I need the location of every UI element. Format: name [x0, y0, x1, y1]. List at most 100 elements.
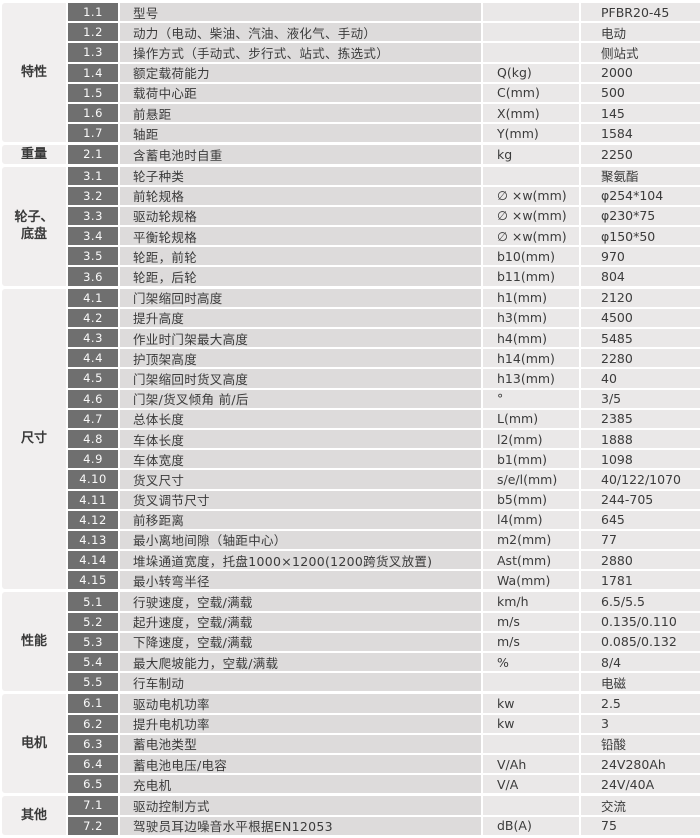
section-rows: 7.1 驱动控制方式 交流 7.2 驾驶员耳边噪音水平根据EN12053 dB(… [68, 796, 700, 835]
row-number-badge: 5.3 [68, 632, 118, 651]
spec-row: 4.7 总体长度 L(mm) 2385 [68, 409, 700, 428]
spec-row: 4.5 门架缩回时货叉高度 h13(mm) 40 [68, 369, 700, 388]
spec-row: 1.6 前悬距 X(mm) 145 [68, 103, 700, 123]
row-unit: Q(kg) [483, 63, 579, 82]
row-label: 轮距，后轮 [120, 267, 481, 286]
spec-row: 5.4 最大爬坡能力，空载/满载 % 8/4 [68, 653, 700, 672]
row-label: 前轮规格 [120, 186, 481, 205]
row-value: 40 [581, 369, 700, 388]
row-value: 6.5/5.5 [581, 592, 700, 611]
row-label: 最大爬坡能力，空载/满载 [120, 653, 481, 672]
spec-row: 4.6 门架/货叉倾角 前/后 ° 3/5 [68, 389, 700, 408]
row-value: 电磁 [581, 673, 700, 692]
row-unit [483, 23, 579, 42]
row-value: 804 [581, 267, 700, 286]
row-label: 车体长度 [120, 429, 481, 449]
row-value: φ230*75 [581, 206, 700, 226]
row-number-badge: 4.4 [68, 349, 118, 368]
row-unit: kg [483, 145, 579, 164]
row-unit: m2(mm) [483, 530, 579, 550]
row-value: 24V280Ah [581, 754, 700, 774]
row-unit: s/e/l(mm) [483, 470, 579, 489]
row-label: 提升电机功率 [120, 714, 481, 733]
row-unit: dB(A) [483, 816, 579, 835]
row-label: 轮子种类 [120, 166, 481, 185]
spec-row: 4.14 堆垛通道宽度，托盘1000×1200(1200跨货叉放置) Ast(m… [68, 551, 700, 570]
row-unit [483, 3, 579, 22]
row-label: 门架缩回时货叉高度 [120, 369, 481, 388]
row-label: 驱动电机功率 [120, 694, 481, 713]
spec-section: 性能 5.1 行驶速度，空载/满载 km/h 6.5/5.5 5.2 起升速度，… [2, 592, 700, 692]
row-value: φ150*50 [581, 227, 700, 246]
row-label: 蓄电池类型 [120, 734, 481, 753]
row-unit: ∅ ×w(mm) [483, 186, 579, 205]
row-number-badge: 1.3 [68, 43, 118, 62]
row-value: 0.085/0.132 [581, 632, 700, 651]
row-unit: X(mm) [483, 103, 579, 123]
row-number-badge: 3.1 [68, 166, 118, 185]
row-number-badge: 4.3 [68, 329, 118, 348]
row-number-badge: 4.13 [68, 530, 118, 550]
row-unit: km/h [483, 592, 579, 611]
spec-row: 3.3 驱动轮规格 ∅ ×w(mm) φ230*75 [68, 206, 700, 226]
spec-row: 6.2 提升电机功率 kw 3 [68, 714, 700, 733]
spec-row: 3.1 轮子种类 聚氨酯 [68, 166, 700, 185]
spec-section: 其他 7.1 驱动控制方式 交流 7.2 驾驶员耳边噪音水平根据EN12053 … [2, 796, 700, 835]
row-value: 1781 [581, 571, 700, 590]
row-value: 970 [581, 247, 700, 266]
row-unit: ° [483, 389, 579, 408]
row-value: 2.5 [581, 694, 700, 713]
row-number-badge: 2.1 [68, 145, 118, 164]
row-value: 77 [581, 530, 700, 550]
row-number-badge: 4.12 [68, 510, 118, 529]
row-unit: h1(mm) [483, 288, 579, 307]
row-number-badge: 3.4 [68, 227, 118, 246]
row-label: 最小转弯半径 [120, 571, 481, 590]
row-unit: l4(mm) [483, 510, 579, 529]
row-label: 操作方式（手动式、步行式、站式、拣选式） [120, 43, 481, 62]
row-label: 总体长度 [120, 409, 481, 428]
row-label: 行驶速度，空载/满载 [120, 592, 481, 611]
row-number-badge: 4.15 [68, 571, 118, 590]
spec-row: 5.3 下降速度，空载/满载 m/s 0.085/0.132 [68, 632, 700, 651]
row-unit: C(mm) [483, 83, 579, 102]
row-number-badge: 4.6 [68, 389, 118, 408]
row-label: 前悬距 [120, 103, 481, 123]
row-unit: m/s [483, 632, 579, 651]
row-label: 动力（电动、柴油、汽油、液化气、手动） [120, 23, 481, 42]
row-unit: Wa(mm) [483, 571, 579, 590]
row-unit: Ast(mm) [483, 551, 579, 570]
row-number-badge: 6.1 [68, 694, 118, 713]
spec-row: 1.2 动力（电动、柴油、汽油、液化气、手动） 电动 [68, 23, 700, 42]
row-unit: % [483, 653, 579, 672]
row-number-badge: 6.3 [68, 734, 118, 753]
row-number-badge: 4.11 [68, 490, 118, 509]
row-label: 起升速度，空载/满载 [120, 612, 481, 631]
row-label: 载荷中心距 [120, 83, 481, 102]
spec-row: 4.9 车体宽度 b1(mm) 1098 [68, 450, 700, 469]
spec-row: 7.1 驱动控制方式 交流 [68, 796, 700, 815]
spec-row: 6.5 充电机 V/A 24V/40A [68, 775, 700, 794]
row-label: 提升高度 [120, 308, 481, 327]
row-label: 轴距 [120, 124, 481, 143]
spec-row: 4.11 货叉调节尺寸 b5(mm) 244-705 [68, 490, 700, 509]
row-value: 1888 [581, 429, 700, 449]
row-value: 交流 [581, 796, 700, 815]
spec-section: 特性 1.1 型号 PFBR20-45 1.2 动力（电动、柴油、汽油、液化气、… [2, 3, 700, 143]
row-label: 门架/货叉倾角 前/后 [120, 389, 481, 408]
section-rows: 2.1 含蓄电池时自重 kg 2250 [68, 145, 700, 164]
row-number-badge: 3.6 [68, 267, 118, 286]
row-unit: ∅ ×w(mm) [483, 227, 579, 246]
section-rows: 6.1 驱动电机功率 kw 2.5 6.2 提升电机功率 kw 3 6.3 蓄电… [68, 694, 700, 794]
row-value: 3/5 [581, 389, 700, 408]
row-number-badge: 6.4 [68, 754, 118, 774]
row-number-badge: 1.5 [68, 83, 118, 102]
spec-row: 3.4 平衡轮规格 ∅ ×w(mm) φ150*50 [68, 227, 700, 246]
row-value: 2385 [581, 409, 700, 428]
section-rows: 3.1 轮子种类 聚氨酯 3.2 前轮规格 ∅ ×w(mm) φ254*104 … [68, 166, 700, 286]
row-value: 3 [581, 714, 700, 733]
row-label: 驱动轮规格 [120, 206, 481, 226]
row-label: 驱动控制方式 [120, 796, 481, 815]
spec-row: 7.2 驾驶员耳边噪音水平根据EN12053 dB(A) 75 [68, 816, 700, 835]
row-label: 轮距，前轮 [120, 247, 481, 266]
